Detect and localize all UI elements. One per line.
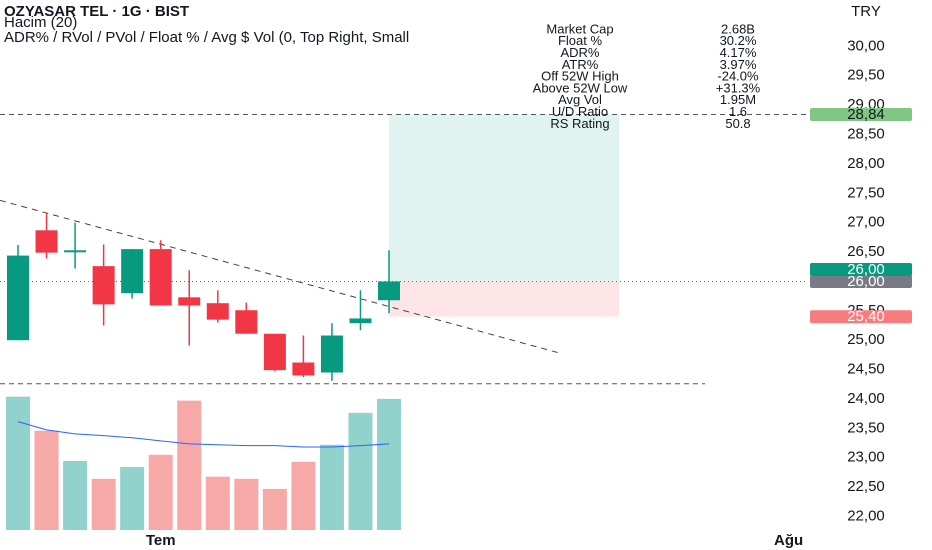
stat-label: Off 52W High (541, 69, 619, 84)
y-tick-label: 22,50 (847, 478, 885, 495)
candle-body (320, 335, 343, 373)
stat-value: 1.95M (720, 92, 756, 107)
y-tick-label: 22,00 (847, 507, 885, 524)
candle-body (206, 303, 229, 320)
x-tick-label: Tem (146, 532, 176, 549)
position-profit-zone (389, 114, 619, 282)
stat-label: U/D Ratio (552, 104, 608, 119)
currency: TRY (851, 3, 881, 20)
stat-value: -24.0% (717, 69, 759, 84)
stat-label: Market Cap (546, 21, 613, 36)
volume-bar (234, 478, 259, 530)
y-tick-label: 28,50 (847, 126, 885, 143)
candle-body (64, 250, 87, 253)
y-tick-label: 27,00 (847, 214, 885, 231)
price-label-box (810, 310, 912, 324)
stat-value: +31.3% (716, 80, 761, 95)
price-label-box (810, 274, 912, 288)
candle-body (92, 266, 115, 305)
y-tick-label: 29,50 (847, 67, 885, 84)
stat-value: 3.97% (720, 57, 757, 72)
stat-value: 30.2% (720, 33, 757, 48)
stat-value: 2.68B (721, 21, 755, 36)
price-label: 25,40 (847, 308, 885, 325)
candle-body (7, 255, 29, 341)
stat-label: Float % (558, 33, 603, 48)
volume-bar (63, 460, 88, 530)
price-label: 26,00 (847, 273, 885, 290)
y-tick-label: 28,00 (847, 155, 885, 172)
y-tick-label: 26,50 (847, 243, 885, 260)
volume-bar (291, 461, 316, 530)
volume-bar (262, 488, 287, 530)
candle-body (235, 310, 258, 334)
candle-body (149, 249, 172, 306)
y-tick-label: 25,00 (847, 331, 885, 348)
volume-bar (148, 454, 173, 530)
y-tick-label: 24,50 (847, 361, 885, 378)
volume-ma-line (17, 421, 390, 448)
volume-bar (348, 412, 373, 530)
price-label-box (810, 262, 912, 276)
volume-bar (377, 398, 402, 530)
volume-bar (205, 476, 230, 530)
y-tick-label: 23,00 (847, 449, 885, 466)
trend-line (0, 199, 563, 355)
candle-body (178, 297, 201, 306)
stat-label: ADR% (560, 45, 599, 60)
position-loss-zone (389, 281, 619, 317)
stat-label: Avg Vol (558, 92, 602, 107)
indicator-title: ADR% / RVol / PVol / Float % / Avg $ Vol… (4, 29, 409, 46)
volume-bar (177, 400, 202, 530)
volume-bar (120, 467, 145, 530)
y-tick-label: 27,50 (847, 184, 885, 201)
stat-value: 4.17% (720, 45, 757, 60)
stat-label: RS Rating (550, 116, 609, 131)
candle-body (263, 333, 286, 371)
volume-title: Hacim (20) (4, 14, 77, 31)
y-tick-label: 30,00 (847, 37, 885, 54)
y-tick-label: 24,00 (847, 390, 885, 407)
candle-body (378, 281, 401, 301)
volume-bar (91, 478, 116, 530)
stat-label: Above 52W Low (533, 80, 628, 95)
price-label-box (810, 108, 912, 122)
y-tick-label: 23,50 (847, 419, 885, 436)
chart-title: OZYASAR TEL · 1G · BIST (4, 3, 189, 20)
stat-value: 1.6 (729, 104, 747, 119)
price-label: 28,84 (847, 106, 885, 123)
candle-body (292, 362, 315, 376)
volume-bar (6, 396, 30, 530)
price-label: 26,00 (847, 261, 885, 278)
x-tick-label: Ağu (774, 532, 803, 549)
volume-bar (319, 444, 344, 530)
candle-body (349, 318, 372, 324)
stat-label: ATR% (562, 57, 599, 72)
candle-body (35, 230, 58, 253)
stat-value: 50.8 (725, 116, 750, 131)
candle-body (121, 249, 144, 294)
volume-bar (34, 430, 59, 530)
